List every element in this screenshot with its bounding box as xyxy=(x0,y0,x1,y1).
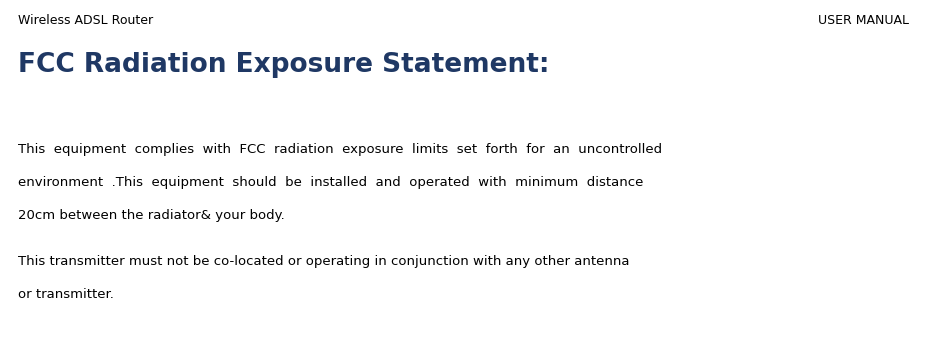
Text: or transmitter.: or transmitter. xyxy=(18,288,114,301)
Text: FCC Radiation Exposure Statement:: FCC Radiation Exposure Statement: xyxy=(18,52,550,78)
Text: Wireless ADSL Router: Wireless ADSL Router xyxy=(18,14,153,27)
Text: USER MANUAL: USER MANUAL xyxy=(818,14,909,27)
Text: environment  .This  equipment  should  be  installed  and  operated  with  minim: environment .This equipment should be in… xyxy=(18,176,643,189)
Text: This  equipment  complies  with  FCC  radiation  exposure  limits  set  forth  f: This equipment complies with FCC radiati… xyxy=(18,143,662,156)
Text: 20cm between the radiator& your body.: 20cm between the radiator& your body. xyxy=(18,209,285,222)
Text: This transmitter must not be co-located or operating in conjunction with any oth: This transmitter must not be co-located … xyxy=(18,255,629,268)
